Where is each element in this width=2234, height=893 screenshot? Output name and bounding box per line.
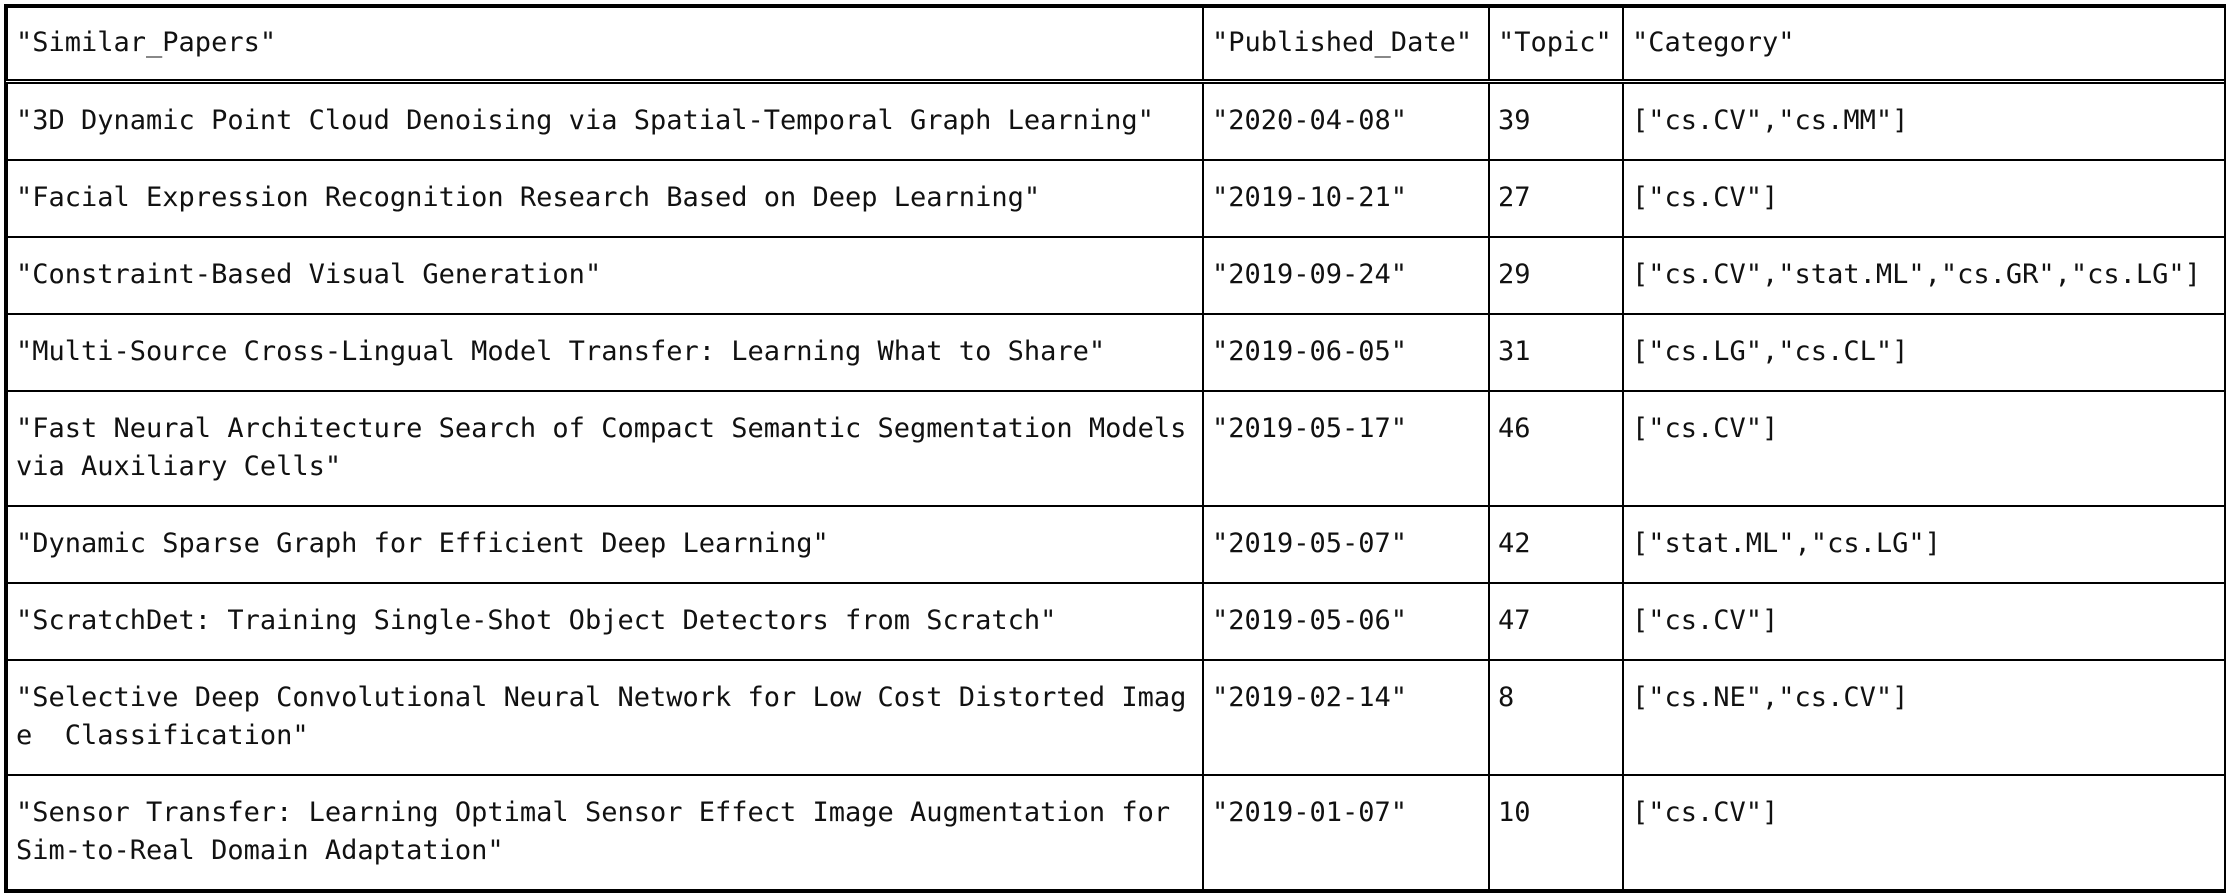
table-row: "Fast Neural Architecture Search of Comp… [6, 390, 2226, 507]
table-row: "3D Dynamic Point Cloud Denoising via Sp… [6, 80, 2226, 161]
header-row: "Similar_Papers" "Published_Date" "Topic… [6, 6, 2226, 84]
cell-category: ["stat.ML","cs.LG"] [1622, 505, 2226, 584]
cell-category: ["cs.LG","cs.CL"] [1622, 313, 2226, 392]
papers-table: "Similar_Papers" "Published_Date" "Topic… [6, 6, 2226, 891]
cell-category: ["cs.CV","stat.ML","cs.GR","cs.LG"] [1622, 236, 2226, 315]
cell-published-date: "2019-09-24" [1202, 236, 1490, 315]
cell-similar-paper: "ScratchDet: Training Single-Shot Object… [6, 582, 1204, 661]
cell-topic: 31 [1488, 313, 1624, 392]
cell-published-date: "2019-05-06" [1202, 582, 1490, 661]
cell-category: ["cs.CV"] [1622, 582, 2226, 661]
cell-topic: 42 [1488, 505, 1624, 584]
header-topic: "Topic" [1488, 6, 1624, 84]
header-published-date: "Published_Date" [1202, 6, 1490, 84]
cell-similar-paper: "Selective Deep Convolutional Neural Net… [6, 659, 1204, 776]
header-similar-papers: "Similar_Papers" [6, 6, 1204, 84]
cell-published-date: "2019-02-14" [1202, 659, 1490, 776]
cell-published-date: "2019-05-07" [1202, 505, 1490, 584]
cell-category: ["cs.CV"] [1622, 774, 2226, 891]
cell-topic: 46 [1488, 390, 1624, 507]
cell-category: ["cs.NE","cs.CV"] [1622, 659, 2226, 776]
cell-topic: 27 [1488, 159, 1624, 238]
cell-published-date: "2019-01-07" [1202, 774, 1490, 891]
cell-similar-paper: "Sensor Transfer: Learning Optimal Senso… [6, 774, 1204, 891]
table-row: "Dynamic Sparse Graph for Efficient Deep… [6, 505, 2226, 584]
papers-table-container: "Similar_Papers" "Published_Date" "Topic… [4, 4, 2226, 893]
cell-published-date: "2020-04-08" [1202, 80, 1490, 161]
table-row: "Selective Deep Convolutional Neural Net… [6, 659, 2226, 776]
cell-category: ["cs.CV"] [1622, 390, 2226, 507]
cell-similar-paper: "3D Dynamic Point Cloud Denoising via Sp… [6, 80, 1204, 161]
cell-topic: 47 [1488, 582, 1624, 661]
table-row: "ScratchDet: Training Single-Shot Object… [6, 582, 2226, 661]
cell-similar-paper: "Facial Expression Recognition Research … [6, 159, 1204, 238]
table-row: "Sensor Transfer: Learning Optimal Senso… [6, 774, 2226, 891]
cell-category: ["cs.CV"] [1622, 159, 2226, 238]
cell-published-date: "2019-05-17" [1202, 390, 1490, 507]
cell-similar-paper: "Fast Neural Architecture Search of Comp… [6, 390, 1204, 507]
table-row: "Multi-Source Cross-Lingual Model Transf… [6, 313, 2226, 392]
cell-category: ["cs.CV","cs.MM"] [1622, 80, 2226, 161]
cell-similar-paper: "Dynamic Sparse Graph for Efficient Deep… [6, 505, 1204, 584]
table-row: "Facial Expression Recognition Research … [6, 159, 2226, 238]
cell-topic: 10 [1488, 774, 1624, 891]
cell-topic: 8 [1488, 659, 1624, 776]
cell-similar-paper: "Constraint-Based Visual Generation" [6, 236, 1204, 315]
cell-published-date: "2019-06-05" [1202, 313, 1490, 392]
header-category: "Category" [1622, 6, 2226, 84]
cell-similar-paper: "Multi-Source Cross-Lingual Model Transf… [6, 313, 1204, 392]
cell-topic: 29 [1488, 236, 1624, 315]
cell-topic: 39 [1488, 80, 1624, 161]
cell-published-date: "2019-10-21" [1202, 159, 1490, 238]
table-row: "Constraint-Based Visual Generation" "20… [6, 236, 2226, 315]
